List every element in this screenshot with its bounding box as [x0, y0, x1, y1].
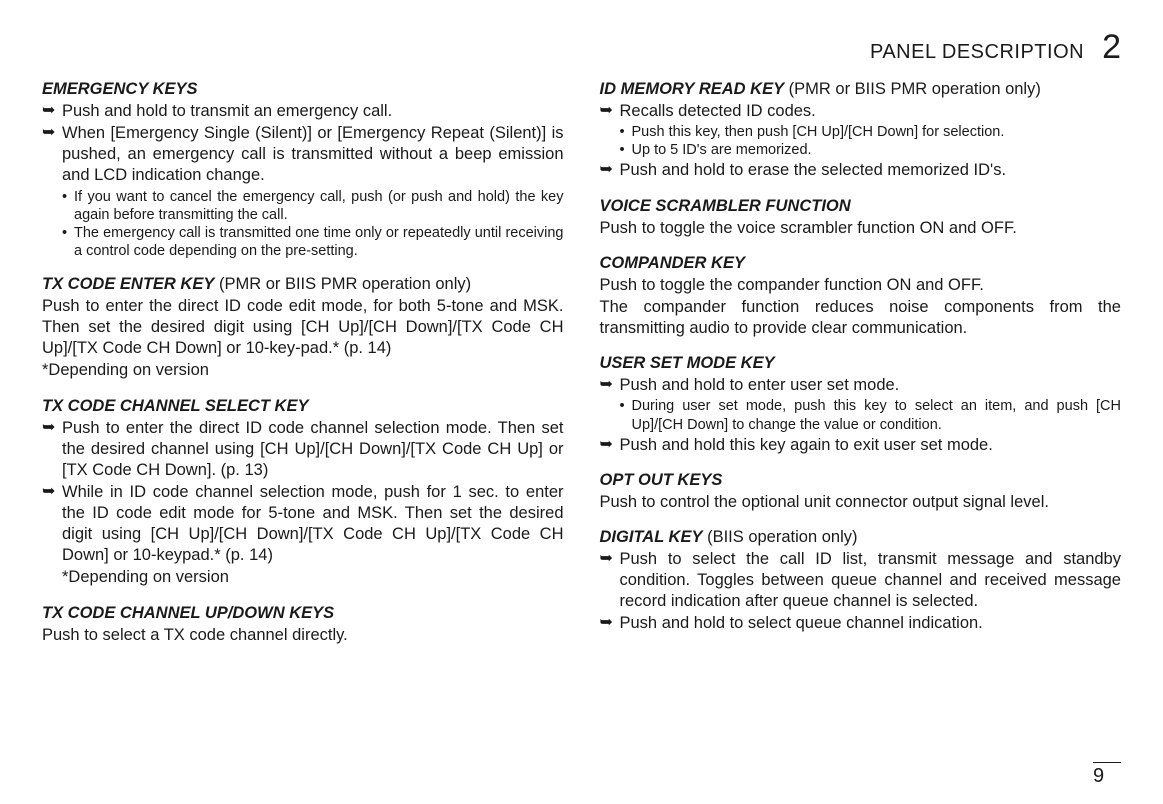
header-title: PANEL DESCRIPTION [870, 41, 1084, 64]
sub-bullet: • The emergency call is transmitted one … [62, 224, 564, 260]
section-tx-code-enter: TX CODE ENTER KEY (PMR or BIIS PMR opera… [42, 274, 564, 382]
arrow-icon: ➥ [600, 613, 620, 633]
sub-bullet: • Up to 5 ID's are memorized. [620, 141, 1122, 159]
bullet-text: The emergency call is transmitted one ti… [74, 224, 564, 260]
bullet-icon: • [620, 397, 632, 415]
arrow-text: When [Emergency Single (Silent)] or [Eme… [62, 123, 564, 186]
paragraph: *Depending on version [42, 360, 564, 381]
arrow-item: ➥ Push and hold this key again to exit u… [600, 435, 1122, 456]
left-column: EMERGENCY KEYS ➥ Push and hold to transm… [42, 79, 564, 660]
arrow-icon: ➥ [42, 418, 62, 438]
paragraph: Push to toggle the compander function ON… [600, 275, 1122, 296]
title-main: TX CODE ENTER KEY [42, 275, 214, 293]
arrow-text: While in ID code channel selection mode,… [62, 482, 564, 566]
arrow-item: ➥ When [Emergency Single (Silent)] or [E… [42, 123, 564, 186]
section-title: TX CODE ENTER KEY (PMR or BIIS PMR opera… [42, 274, 564, 295]
section-title: TX CODE CHANNEL SELECT KEY [42, 396, 564, 417]
section-title: TX CODE CHANNEL UP/DOWN KEYS [42, 603, 564, 624]
bullet-text: If you want to cancel the emergency call… [74, 188, 564, 224]
section-digital-key: DIGITAL KEY (BIIS operation only) ➥ Push… [600, 527, 1122, 635]
section-emergency-keys: EMERGENCY KEYS ➥ Push and hold to transm… [42, 79, 564, 260]
page-number: 9 [1093, 762, 1121, 788]
arrow-item: ➥ Push and hold to erase the selected me… [600, 160, 1122, 181]
page-header: PANEL DESCRIPTION 2 [42, 28, 1121, 67]
arrow-text: Push and hold this key again to exit use… [620, 435, 1122, 456]
bullet-text: Up to 5 ID's are memorized. [632, 141, 1122, 159]
bullet-icon: • [620, 141, 632, 159]
arrow-text: Push and hold to select queue channel in… [620, 613, 1122, 634]
paragraph: Push to control the optional unit connec… [600, 492, 1122, 513]
paragraph: Push to toggle the voice scrambler funct… [600, 218, 1122, 239]
section-title: EMERGENCY KEYS [42, 79, 564, 100]
bullet-text: During user set mode, push this key to s… [632, 397, 1122, 433]
arrow-icon: ➥ [42, 123, 62, 143]
arrow-text: Push to select the call ID list, transmi… [620, 549, 1122, 612]
title-qualifier: (PMR or BIIS PMR operation only) [784, 80, 1041, 98]
sub-bullet: • Push this key, then push [CH Up]/[CH D… [620, 123, 1122, 141]
section-title: VOICE SCRAMBLER FUNCTION [600, 196, 1122, 217]
arrow-icon: ➥ [42, 101, 62, 121]
paragraph: The compander function reduces noise com… [600, 297, 1122, 339]
bullet-icon: • [620, 123, 632, 141]
title-qualifier: (PMR or BIIS PMR operation only) [214, 275, 471, 293]
section-tx-code-channel-updown: TX CODE CHANNEL UP/DOWN KEYS Push to sel… [42, 603, 564, 646]
section-title: ID MEMORY READ KEY (PMR or BIIS PMR oper… [600, 79, 1122, 100]
arrow-text: Push and hold to erase the selected memo… [620, 160, 1122, 181]
section-user-set-mode: USER SET MODE KEY ➥ Push and hold to ent… [600, 353, 1122, 456]
page: PANEL DESCRIPTION 2 EMERGENCY KEYS ➥ Pus… [0, 0, 1163, 804]
chapter-number: 2 [1102, 28, 1121, 67]
arrow-text: Push and hold to enter user set mode. [620, 375, 1122, 396]
section-title: OPT OUT KEYS [600, 470, 1122, 491]
bullet-text: Push this key, then push [CH Up]/[CH Dow… [632, 123, 1122, 141]
sub-bullet: • If you want to cancel the emergency ca… [62, 188, 564, 224]
right-column: ID MEMORY READ KEY (PMR or BIIS PMR oper… [600, 79, 1122, 660]
title-main: ID MEMORY READ KEY [600, 80, 785, 98]
arrow-icon: ➥ [600, 375, 620, 395]
section-title: DIGITAL KEY (BIIS operation only) [600, 527, 1122, 548]
paragraph: Push to select a TX code channel directl… [42, 625, 564, 646]
section-id-memory-read: ID MEMORY READ KEY (PMR or BIIS PMR oper… [600, 79, 1122, 182]
arrow-item: ➥ Push and hold to select queue channel … [600, 613, 1122, 634]
sub-bullet: • During user set mode, push this key to… [620, 397, 1122, 433]
arrow-item: ➥ Recalls detected ID codes. [600, 101, 1122, 122]
note: *Depending on version [62, 567, 564, 588]
arrow-icon: ➥ [42, 482, 62, 502]
arrow-item: ➥ Push to select the call ID list, trans… [600, 549, 1122, 612]
title-qualifier: (BIIS operation only) [702, 528, 857, 546]
section-title: COMPANDER KEY [600, 253, 1122, 274]
section-compander: COMPANDER KEY Push to toggle the compand… [600, 253, 1122, 339]
arrow-text: Recalls detected ID codes. [620, 101, 1122, 122]
arrow-icon: ➥ [600, 435, 620, 455]
section-voice-scrambler: VOICE SCRAMBLER FUNCTION Push to toggle … [600, 196, 1122, 239]
arrow-text: Push and hold to transmit an emergency c… [62, 101, 564, 122]
arrow-item: ➥ Push and hold to enter user set mode. [600, 375, 1122, 396]
title-main: DIGITAL KEY [600, 528, 703, 546]
arrow-text: Push to enter the direct ID code channel… [62, 418, 564, 481]
paragraph: Push to enter the direct ID code edit mo… [42, 296, 564, 359]
arrow-item: ➥ Push to enter the direct ID code chann… [42, 418, 564, 481]
arrow-icon: ➥ [600, 101, 620, 121]
arrow-icon: ➥ [600, 549, 620, 569]
section-opt-out: OPT OUT KEYS Push to control the optiona… [600, 470, 1122, 513]
bullet-icon: • [62, 224, 74, 242]
bullet-icon: • [62, 188, 74, 206]
section-tx-code-channel-select: TX CODE CHANNEL SELECT KEY ➥ Push to ent… [42, 396, 564, 589]
arrow-icon: ➥ [600, 160, 620, 180]
arrow-item: ➥ While in ID code channel selection mod… [42, 482, 564, 566]
content-columns: EMERGENCY KEYS ➥ Push and hold to transm… [42, 79, 1121, 660]
arrow-item: ➥ Push and hold to transmit an emergency… [42, 101, 564, 122]
section-title: USER SET MODE KEY [600, 353, 1122, 374]
